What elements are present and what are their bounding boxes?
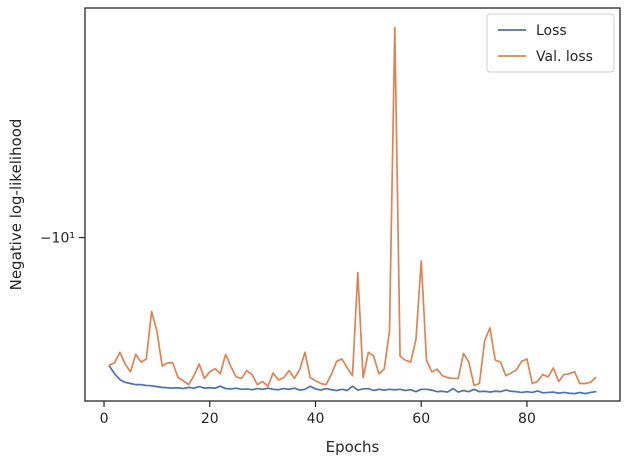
x-tick-label: 0 xyxy=(100,411,109,427)
legend-label-val-loss: Val. loss xyxy=(536,49,593,65)
legend-label-loss: Loss xyxy=(536,23,567,39)
y-tick-label: −10¹ xyxy=(40,231,75,247)
x-tick-label: 40 xyxy=(307,411,325,427)
plot-area-background xyxy=(85,8,620,401)
series-line-loss xyxy=(108,365,597,395)
plot-frame xyxy=(84,7,621,402)
series-line-val-loss xyxy=(108,26,597,388)
x-tick-label: 20 xyxy=(201,411,219,427)
y-axis-title: Negative log-likelihood xyxy=(7,119,25,291)
y-axis: −10¹ xyxy=(40,231,85,247)
x-tick-label: 60 xyxy=(412,411,430,427)
legend: Loss Val. loss xyxy=(486,13,615,73)
x-axis: 0 20 40 60 80 xyxy=(100,401,536,427)
x-axis-title: Epochs xyxy=(326,438,380,456)
legend-box xyxy=(486,13,615,73)
series-layer xyxy=(108,26,597,395)
x-tick-label: 80 xyxy=(518,411,536,427)
